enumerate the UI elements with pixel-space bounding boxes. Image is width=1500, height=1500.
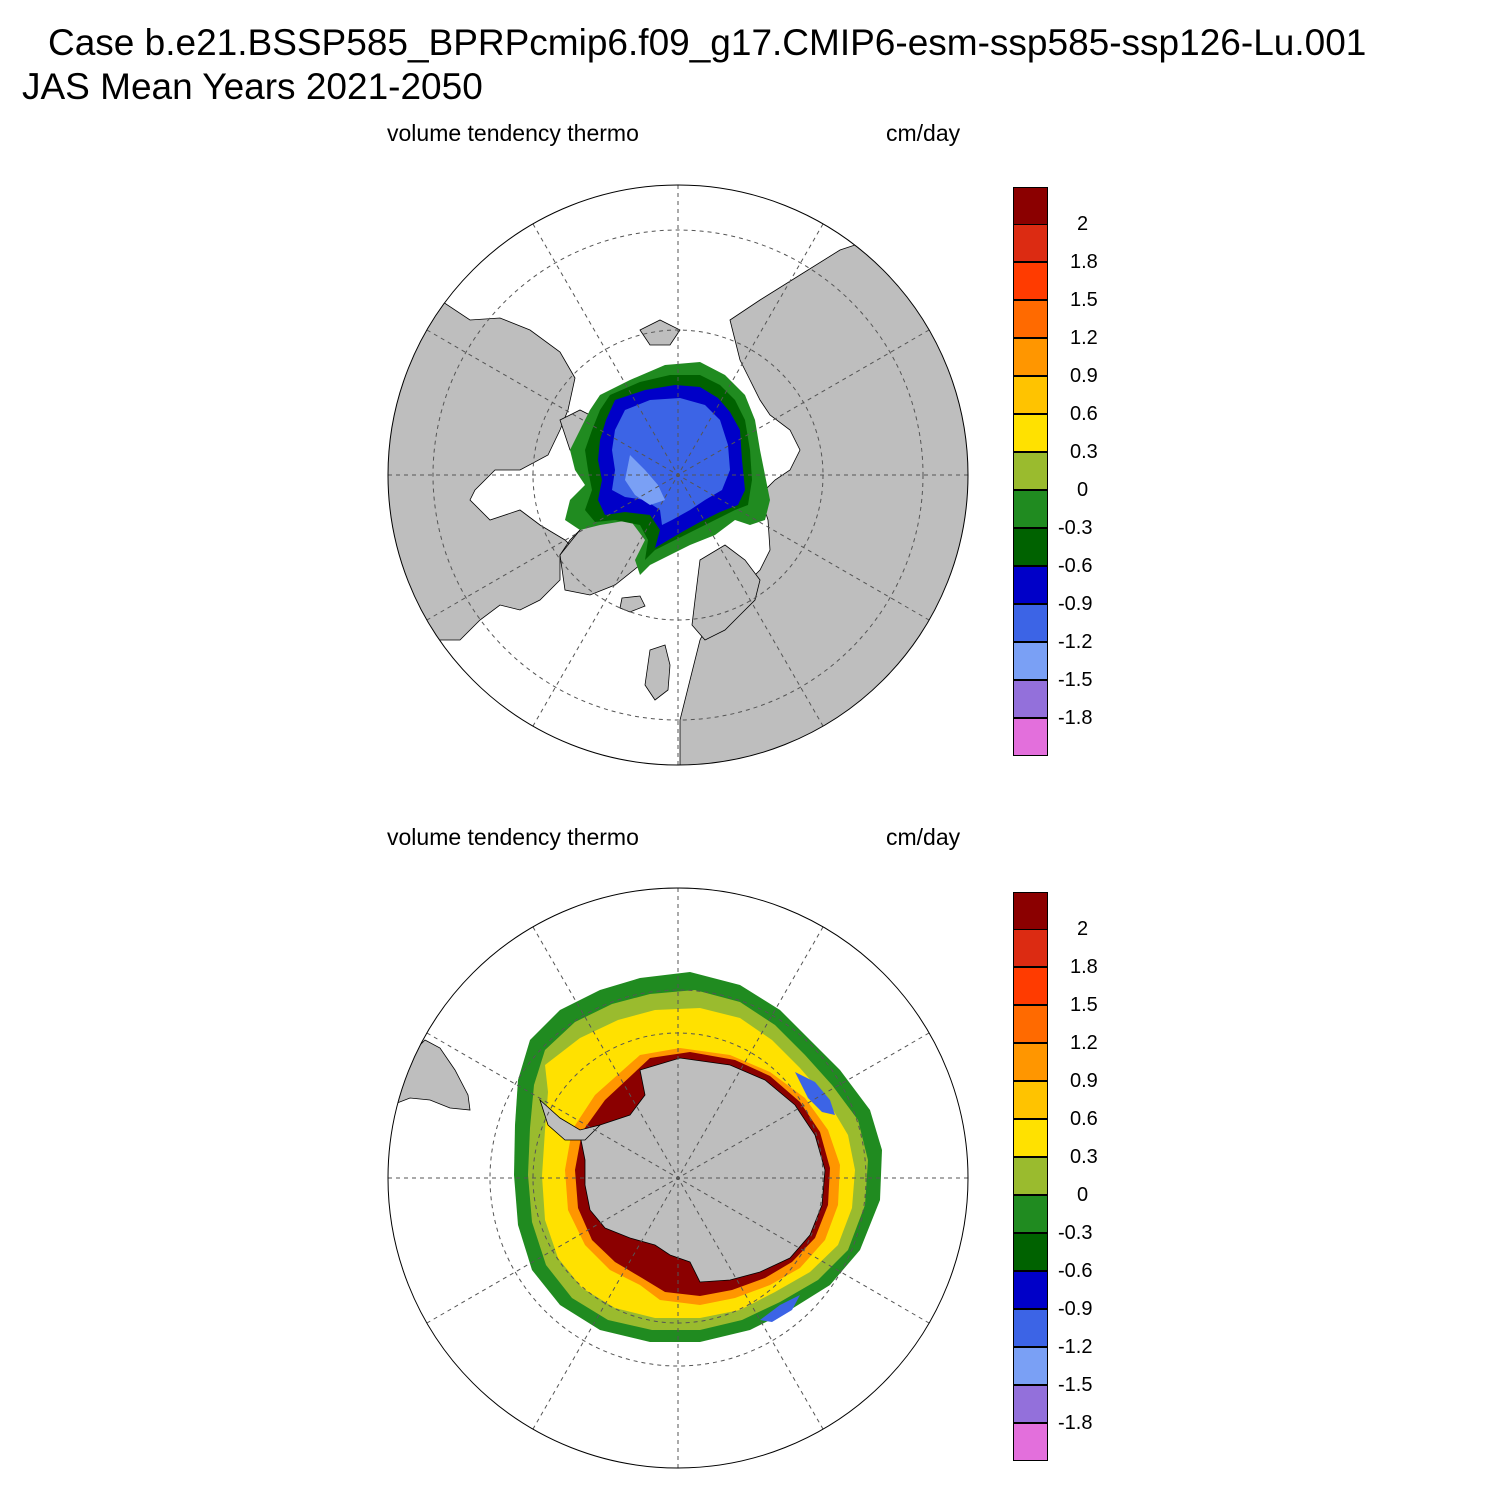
arctic-ice-blue bbox=[598, 385, 745, 548]
antarctic-colorbar-tick-label: -1.5 bbox=[1058, 1374, 1093, 1396]
eurasia-land bbox=[679, 239, 968, 765]
arctic-colorbar-box bbox=[1013, 642, 1048, 680]
antarctic-colorbar-box bbox=[1013, 1309, 1048, 1347]
iceland-land bbox=[619, 595, 646, 613]
antarctic-colorbar-tick-label: -1.8 bbox=[1058, 1412, 1093, 1434]
uk-land bbox=[644, 644, 671, 701]
arctic-variable-label: volume tendency thermo bbox=[387, 120, 639, 146]
arctic-colorbar-tick-label: 0.9 bbox=[1070, 365, 1098, 387]
antarctic-colorbar-box bbox=[1013, 1195, 1048, 1233]
antarctic-colorbar-tick-label: 2 bbox=[1077, 918, 1089, 940]
arctic-ice-royalblue bbox=[612, 398, 730, 525]
arctic-colorbar-tick-label: 0 bbox=[1077, 479, 1089, 501]
arctic-colorbar-box bbox=[1013, 604, 1048, 642]
arctic-colorbar-box bbox=[1013, 224, 1048, 262]
arctic-colorbar-box bbox=[1013, 338, 1048, 376]
antarctic-colorbar-box bbox=[1013, 1157, 1048, 1195]
arctic-colorbar-tick-label: -0.9 bbox=[1058, 593, 1093, 615]
arctic-colorbar-box bbox=[1013, 528, 1048, 566]
antarctic-colorbar-box bbox=[1013, 1385, 1048, 1423]
arctic-units-label: cm/day bbox=[886, 120, 961, 146]
arctic-colorbar-tick-label: -1.5 bbox=[1058, 669, 1093, 691]
antarctic-ice-olive bbox=[528, 990, 868, 1330]
antarctic-colorbar-box bbox=[1013, 1347, 1048, 1385]
arctic-colorbar-tick-label: 2 bbox=[1077, 213, 1089, 235]
arctic-colorbar-tick-label: 1.5 bbox=[1070, 289, 1098, 311]
antarctic-colorbar-box bbox=[1013, 892, 1048, 930]
antarctic-ice-blue bbox=[760, 1072, 835, 1322]
arctic-meridians bbox=[388, 185, 968, 765]
arctic-colorbar-box bbox=[1013, 718, 1048, 756]
antarctic-peninsula bbox=[539, 1098, 602, 1141]
arctic-colorbar-tick-label: 0.6 bbox=[1070, 403, 1098, 425]
antarctic-ice-green bbox=[514, 972, 882, 1342]
antarctic-colorbar-tick-label: -1.2 bbox=[1058, 1336, 1093, 1358]
north-america-land bbox=[388, 299, 661, 641]
antarctic-colorbar-tick-label: 0.3 bbox=[1070, 1146, 1098, 1168]
antarctic-colorbar-box bbox=[1013, 967, 1048, 1005]
antarctic-colorbar-tick-label: 1.8 bbox=[1070, 956, 1098, 978]
antarctic-colorbar-tick-label: 1.2 bbox=[1070, 1032, 1098, 1054]
case-title: Case b.e21.BSSP585_BPRPcmip6.f09_g17.CMI… bbox=[48, 22, 1367, 63]
antarctic-ice-orange bbox=[565, 1048, 840, 1305]
antarctic-units-label: cm/day bbox=[886, 824, 961, 850]
antarctic-ice-yellow bbox=[542, 1008, 855, 1318]
antarctic-colorbar-tick-label: 0.6 bbox=[1070, 1108, 1098, 1130]
arctic-colorbar-box bbox=[1013, 490, 1048, 528]
antarctic-colorbar-box bbox=[1013, 1043, 1048, 1081]
arctic-colorbar-tick-label: -0.3 bbox=[1058, 517, 1093, 539]
arctic-ice-darkgreen bbox=[585, 375, 752, 560]
antarctic-colorbar-box bbox=[1013, 1081, 1048, 1119]
arctic-colorbar-box bbox=[1013, 187, 1048, 225]
scandinavia-land bbox=[691, 544, 761, 641]
antarctic-colorbar-tick-label: -0.6 bbox=[1058, 1260, 1093, 1282]
arctic-colorbar-tick-label: 1.2 bbox=[1070, 327, 1098, 349]
antarctic-colorbar-tick-label: -0.9 bbox=[1058, 1298, 1093, 1320]
period-title: JAS Mean Years 2021-2050 bbox=[22, 66, 483, 107]
antarctic-colorbar-box bbox=[1013, 1233, 1048, 1271]
antarctic-colorbar-tick-label: -0.3 bbox=[1058, 1222, 1093, 1244]
arctic-colorbar-box bbox=[1013, 300, 1048, 338]
antarctic-colorbar-box bbox=[1013, 929, 1048, 967]
arctic-colorbar-tick-label: -1.2 bbox=[1058, 631, 1093, 653]
antarctic-meridians bbox=[388, 888, 968, 1468]
arctic-archipelago bbox=[559, 319, 681, 481]
arctic-colorbar-box bbox=[1013, 414, 1048, 452]
antarctic-colorbar-box bbox=[1013, 1423, 1048, 1461]
arctic-colorbar-box bbox=[1013, 452, 1048, 490]
arctic-ice-lightblue bbox=[625, 455, 665, 505]
greenland-land bbox=[559, 504, 661, 596]
antarctica-land bbox=[579, 1057, 826, 1283]
antarctic-map-content bbox=[388, 888, 968, 1468]
arctic-ice-green bbox=[565, 362, 770, 575]
arctic-colorbar-box bbox=[1013, 262, 1048, 300]
south-america-land bbox=[388, 1039, 471, 1111]
arctic-colorbar-tick-label: 0.3 bbox=[1070, 441, 1098, 463]
antarctic-colorbar-tick-label: 0 bbox=[1077, 1184, 1089, 1206]
antarctic-map-border bbox=[387, 887, 969, 1469]
arctic-map-content bbox=[388, 185, 968, 765]
antarctic-ice-darkred bbox=[575, 1052, 830, 1296]
arctic-colorbar-tick-label: -1.8 bbox=[1058, 707, 1093, 729]
arctic-colorbar-tick-label: -0.6 bbox=[1058, 555, 1093, 577]
antarctic-colorbar-box bbox=[1013, 1119, 1048, 1157]
arctic-colorbar-box bbox=[1013, 376, 1048, 414]
antarctic-colorbar-tick-label: 0.9 bbox=[1070, 1070, 1098, 1092]
arctic-map-border bbox=[387, 184, 969, 766]
antarctic-colorbar-tick-label: 1.5 bbox=[1070, 994, 1098, 1016]
arctic-colorbar-tick-label: 1.8 bbox=[1070, 251, 1098, 273]
antarctic-variable-label: volume tendency thermo bbox=[387, 824, 639, 850]
arctic-colorbar-box bbox=[1013, 566, 1048, 604]
antarctic-colorbar-box bbox=[1013, 1271, 1048, 1309]
arctic-colorbar-box bbox=[1013, 680, 1048, 718]
antarctic-colorbar-box bbox=[1013, 1005, 1048, 1043]
